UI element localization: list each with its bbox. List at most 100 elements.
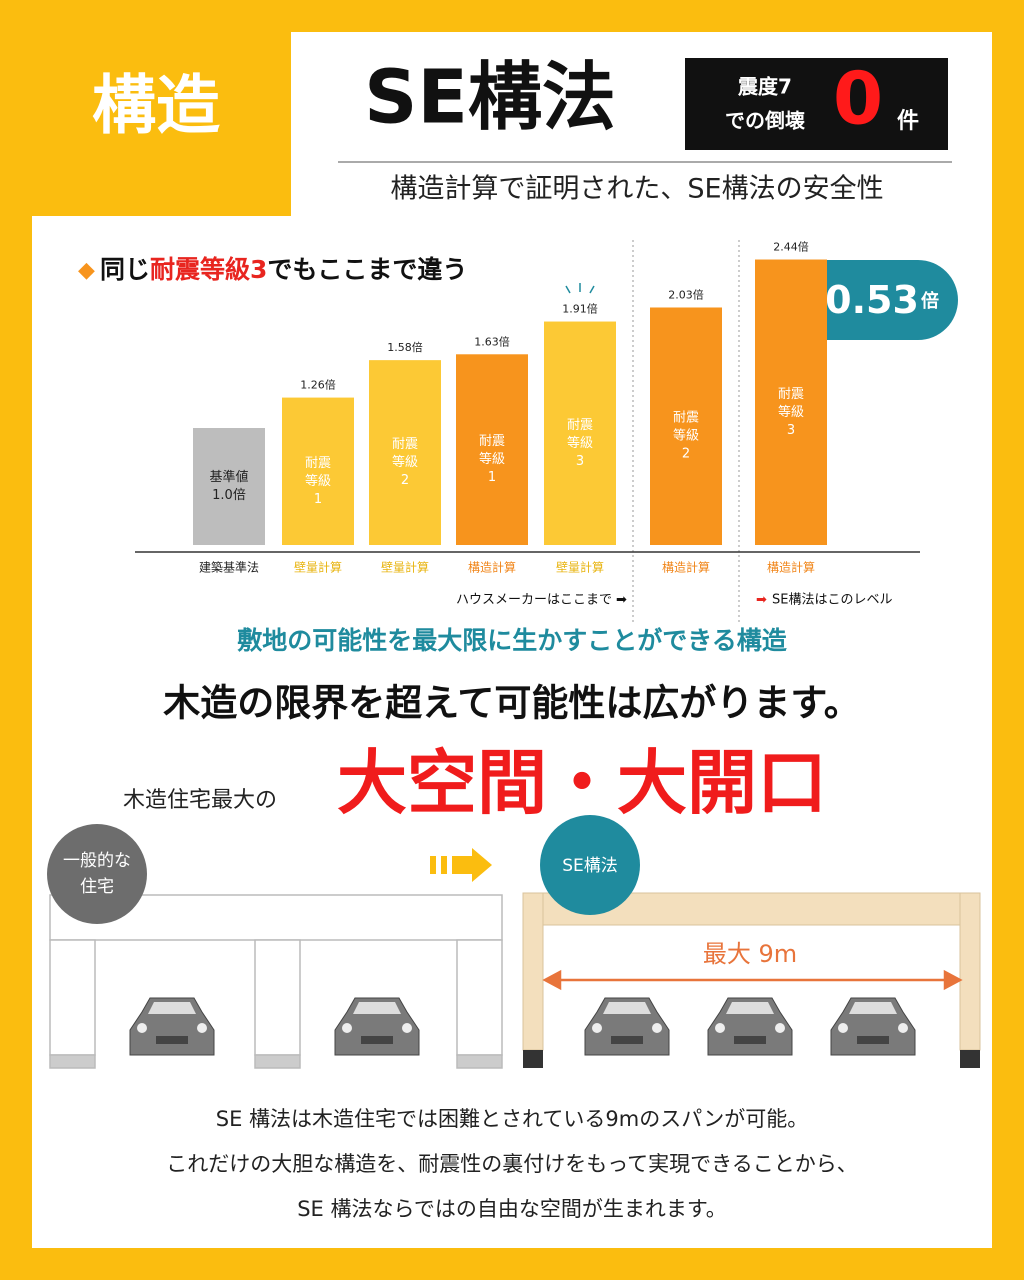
x-tick-label: 壁量計算 (381, 560, 429, 575)
car-light (715, 1023, 725, 1033)
value-label: 1.26倍 (300, 378, 336, 392)
span-label: 最大 9m (703, 940, 797, 968)
value-label: 1.63倍 (474, 334, 510, 348)
x-tick-label: 構造計算 (662, 560, 710, 575)
bar (456, 354, 528, 545)
car-window (148, 1002, 196, 1014)
bar-label: 2 (682, 447, 690, 462)
footer-line: SE 構法は木造住宅では困難とされている9mのスパンが可能。 (216, 1107, 809, 1131)
prefix: 木造住宅最大の (123, 788, 277, 813)
bar-label: 等級 (392, 454, 418, 470)
bar-label: 耐震 (673, 411, 699, 426)
car-light (775, 1023, 785, 1033)
value-label: 2.03倍 (668, 287, 704, 301)
car-window (726, 1002, 774, 1014)
bar (544, 321, 616, 545)
sparkle (565, 283, 595, 294)
car-grille (361, 1036, 393, 1044)
bar-label: 等級 (479, 451, 505, 467)
annotation: SE構法はこのレベル (772, 593, 892, 608)
bar-label: 1 (488, 470, 496, 485)
footer-line: これだけの大胆な構造を、耐震性の裏付けをもって実現できることから、 (166, 1152, 858, 1176)
footer-line: SE 構法ならではの自由な空間が生まれます。 (297, 1197, 727, 1221)
foot (960, 1050, 980, 1068)
bar-label: 1 (314, 492, 322, 507)
car-light (342, 1023, 352, 1033)
tag: 構造 (92, 70, 220, 144)
bar-label: 3 (787, 423, 795, 438)
bar (193, 428, 265, 545)
bar (369, 360, 441, 545)
car-window (603, 1002, 651, 1014)
arrow: ➡ (616, 593, 627, 608)
badge-count: 0 (833, 57, 883, 141)
badge (685, 58, 948, 150)
title: SE構法 (364, 55, 616, 141)
bar (650, 307, 722, 545)
car-grille (734, 1036, 766, 1044)
car-light (652, 1023, 662, 1033)
x-tick-label: 壁量計算 (556, 560, 604, 575)
car-grille (857, 1036, 889, 1044)
x-tick-label: 壁量計算 (294, 560, 342, 575)
badge-unit: 件 (897, 109, 919, 134)
bar-label: 等級 (673, 428, 699, 444)
bar (755, 259, 827, 545)
x-tick-label: 建築基準法 (199, 560, 259, 575)
diamond: ◆ (78, 258, 95, 283)
transition-arrow (430, 848, 492, 882)
x-tick-label: 構造計算 (468, 560, 516, 575)
title-part: 耐震等級3 (150, 255, 267, 284)
bar-label: 耐震 (479, 434, 505, 449)
foot (523, 1050, 543, 1068)
car-light (197, 1023, 207, 1033)
value-label: 2.44倍 (773, 240, 809, 254)
bar-label: 耐震 (567, 418, 593, 433)
bar-label: 2 (401, 473, 409, 488)
car-grille (156, 1036, 188, 1044)
bar-label: 等級 (778, 404, 804, 420)
bar-label: 等級 (567, 435, 593, 451)
se-badge (540, 815, 640, 915)
x-tick-label: 構造計算 (767, 560, 815, 575)
bar (282, 397, 354, 545)
diff-value: 0.53 (825, 278, 919, 322)
car-light (137, 1023, 147, 1033)
bar-label: 耐震 (778, 387, 804, 402)
value-label: 1.91倍 (562, 302, 598, 316)
value-label: 1.58倍 (387, 340, 423, 354)
badge-line: 震度7 (738, 75, 792, 99)
se-label: SE構法 (562, 856, 618, 876)
car-light (838, 1023, 848, 1033)
bar-label: 等級 (305, 473, 331, 489)
span-arrow (542, 969, 963, 991)
bar-label: 基準値 (209, 469, 248, 485)
normal-badge (47, 824, 147, 924)
annotation: ハウスメーカーはここまで (456, 593, 612, 608)
car-window (849, 1002, 897, 1014)
car-light (898, 1023, 908, 1033)
value-label: 1.0倍 (212, 488, 246, 503)
badge-line: での倒壊 (725, 109, 806, 133)
bar-label: 耐震 (305, 456, 331, 471)
subheading: 敷地の可能性を最大限に生かすことができる構造 (237, 626, 787, 655)
car-grille (611, 1036, 643, 1044)
diff-unit: 倍 (921, 290, 939, 312)
normal-label: 一般的な (63, 851, 131, 871)
car-window (353, 1002, 401, 1014)
car-light (592, 1023, 602, 1033)
highlight: 大空間・大開口 (337, 742, 827, 824)
bar-label: 3 (576, 454, 584, 469)
cars (129, 997, 916, 1056)
tag-box (32, 32, 291, 216)
normal-label: 住宅 (80, 877, 114, 897)
car-light (402, 1023, 412, 1033)
bar-label: 耐震 (392, 437, 418, 452)
arrow: ➡ (756, 593, 767, 608)
title-part: でもここまで違う (267, 255, 467, 284)
subtitle: 構造計算で証明された、SE構法の安全性 (390, 174, 883, 205)
chart-title: 同じ耐震等級3でもここまで違う (100, 255, 467, 284)
title-part: 同じ (100, 255, 150, 284)
headline: 木造の限界を超えて可能性は広がります。 (163, 682, 860, 725)
